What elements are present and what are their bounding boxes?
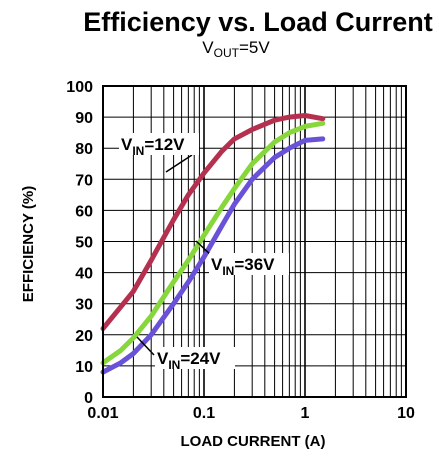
series-label: VIN=24V xyxy=(157,349,221,372)
x-tick-label: 0.1 xyxy=(193,405,215,422)
y-tick-label: 0 xyxy=(84,390,93,407)
y-tick-label: 30 xyxy=(75,297,93,314)
annotation-leader xyxy=(136,336,155,356)
y-axis-label: EFFICIENCY (%) xyxy=(20,186,37,302)
chart-subtitle: VOUT=5V xyxy=(202,38,270,60)
plot-frame xyxy=(102,85,407,398)
y-tick-labels: 0 10 20 30 40 50 60 70 80 90 100 xyxy=(66,79,93,407)
subtitle-main: V xyxy=(202,38,214,57)
subtitle-rest: =5V xyxy=(239,38,270,57)
y-tick-label: 20 xyxy=(75,328,93,345)
series-layer xyxy=(100,113,326,375)
annotation-background xyxy=(119,133,199,155)
series-annotations: VIN=12V VIN=36V VIN=24V xyxy=(119,133,289,372)
annotation-background xyxy=(209,253,289,275)
series-line xyxy=(100,113,326,332)
y-tick-label: 10 xyxy=(75,359,93,376)
series-label: VIN=36V xyxy=(211,255,275,278)
subtitle-sub: OUT xyxy=(214,46,240,60)
grid xyxy=(103,86,406,397)
annotation-background xyxy=(155,347,235,369)
x-tick-label: 1 xyxy=(301,405,310,422)
x-tick-labels: 0.01 0.1 1 10 xyxy=(87,405,415,422)
chart-title: Efficiency vs. Load Current xyxy=(83,7,433,37)
series-line xyxy=(100,120,326,366)
y-tick-label: 40 xyxy=(75,266,93,283)
y-tick-label: 80 xyxy=(75,141,93,158)
series-line xyxy=(100,136,326,375)
x-axis-label: LOAD CURRENT (A) xyxy=(181,433,326,450)
y-tick-label: 70 xyxy=(75,172,93,189)
series-label: VIN=12V xyxy=(121,135,185,158)
x-tick-label: 10 xyxy=(397,405,415,422)
annotation-leader xyxy=(165,154,193,173)
y-tick-label: 50 xyxy=(75,235,93,252)
y-tick-label: 60 xyxy=(75,203,93,220)
y-tick-label: 100 xyxy=(66,79,93,96)
y-tick-label: 90 xyxy=(75,110,93,127)
x-tick-label: 0.01 xyxy=(87,405,118,422)
